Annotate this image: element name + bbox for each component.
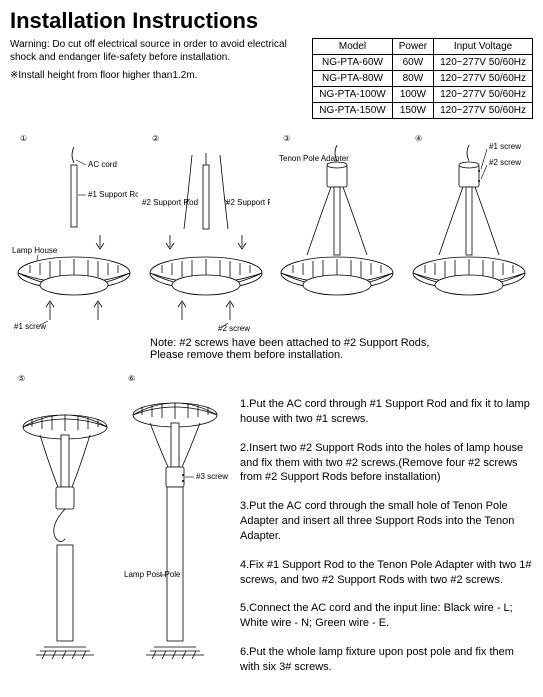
svg-text:Lamp Post Pole: Lamp Post Pole [124,570,181,579]
diagram-step-1: ① AC cord #1 Support Rod Lamp House [10,125,138,335]
svg-text:⑤: ⑤ [18,374,25,383]
step-number: ① [20,134,27,143]
svg-text:③: ③ [283,134,290,143]
svg-text:#2 screw: #2 screw [489,158,521,167]
warning-text: Warning: Do cut off electrical source in… [10,38,304,64]
svg-text:#3 screw: #3 screw [196,472,228,481]
svg-text:#1 screw: #1 screw [489,142,521,151]
svg-text:#1 Support Rod: #1 Support Rod [88,190,138,199]
spec-th: Power [392,39,433,55]
spec-th: Model [313,39,393,55]
header-row: Warning: Do cut off electrical source in… [10,38,533,119]
diagram-step-4: ④ #1 screw #2 screw [405,125,533,335]
svg-text:②: ② [152,134,159,143]
spec-th: Input Voltage [434,39,533,55]
note-block: Note: #2 screws have been attached to #2… [150,337,533,361]
svg-text:#1 screw: #1 screw [14,322,46,331]
svg-text:Lamp House: Lamp House [12,246,58,255]
svg-text:#2 screw: #2 screw [218,324,250,333]
bottom-row: ⑤ ⑥ [10,367,533,689]
diagram-step-6: ⑥ #3 screw Lamp Post Pole [120,367,230,667]
svg-text:#2 Support Rod: #2 Support Rod [226,198,270,207]
instruction-steps: 1.Put the AC cord through #1 Support Rod… [240,367,533,689]
diagrams-row-top: ① AC cord #1 Support Rod Lamp House [10,125,533,335]
diagram-step-5: ⑤ [10,367,120,667]
height-note: ※Install height from floor higher than1.… [10,70,304,81]
svg-text:⑥: ⑥ [128,374,135,383]
svg-text:AC cord: AC cord [88,160,117,169]
diagram-step-2: ② #2 Support Rod #2 Support Rod #2 screw [142,125,270,335]
page-title: Installation Instructions [10,8,533,34]
diagram-step-3: ③ Tenon Pole Adapter [273,125,401,335]
svg-text:④: ④ [415,134,422,143]
spec-table: Model Power Input Voltage NG-PTA-60W60W1… [312,38,533,119]
